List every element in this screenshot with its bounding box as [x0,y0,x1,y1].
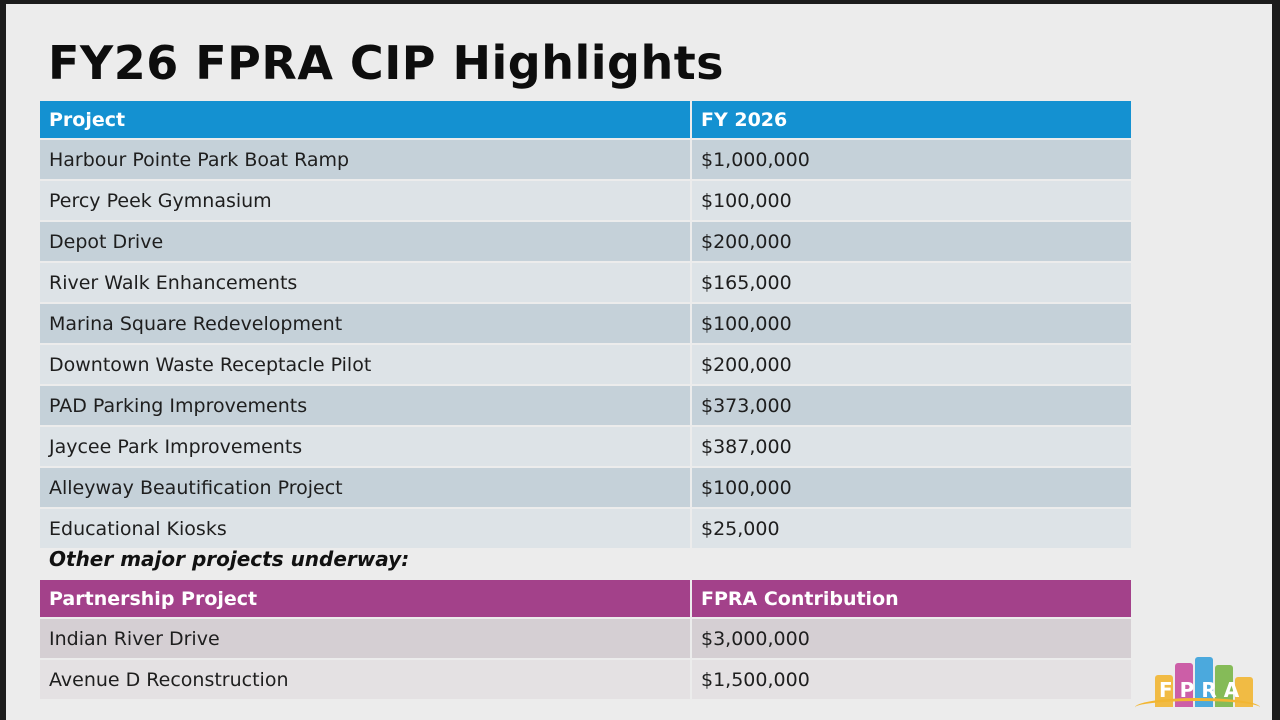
slide-title: FY26 FPRA CIP Highlights [48,36,725,90]
column-header-partnership-project: Partnership Project [40,580,692,619]
project-name-cell: Jaycee Park Improvements [40,426,692,468]
project-name-cell: Depot Drive [40,221,692,263]
partnership-projects-table: Partnership Project FPRA Contribution In… [40,580,1131,701]
project-name-cell: River Walk Enhancements [40,262,692,304]
amount-cell: $1,500,000 [691,659,1131,701]
logo-bar [1195,657,1213,707]
amount-cell: $387,000 [691,426,1131,468]
amount-cell: $165,000 [691,262,1131,304]
table-row: Downtown Waste Receptacle Pilot $200,000 [40,344,1131,386]
table-row: Avenue D Reconstruction $1,500,000 [40,659,1131,701]
table-row: Educational Kiosks $25,000 [40,508,1131,550]
project-name-cell: PAD Parking Improvements [40,385,692,427]
table-row: Alleyway Beautification Project $100,000 [40,467,1131,509]
column-header-fy2026: FY 2026 [691,101,1131,140]
amount-cell: $200,000 [691,344,1131,386]
project-name-cell: Alleyway Beautification Project [40,467,692,509]
other-projects-heading: Other major projects underway: [49,547,410,571]
slide: FY26 FPRA CIP Highlights Project FY 2026… [6,4,1272,720]
project-name-cell: Percy Peek Gymnasium [40,180,692,222]
project-name-cell: Marina Square Redevelopment [40,303,692,345]
table-row: Depot Drive $200,000 [40,221,1131,263]
table-header-row: Project FY 2026 [40,101,1131,140]
table-row: River Walk Enhancements $165,000 [40,262,1131,304]
amount-cell: $100,000 [691,180,1131,222]
amount-cell: $3,000,000 [691,618,1131,660]
project-name-cell: Downtown Waste Receptacle Pilot [40,344,692,386]
table-row: Jaycee Park Improvements $387,000 [40,426,1131,468]
table-row: Percy Peek Gymnasium $100,000 [40,180,1131,222]
table-row: Harbour Pointe Park Boat Ramp $1,000,000 [40,139,1131,181]
logo-bar [1175,663,1193,707]
cip-highlights-table: Project FY 2026 Harbour Pointe Park Boat… [40,101,1131,550]
amount-cell: $100,000 [691,467,1131,509]
project-name-cell: Educational Kiosks [40,508,692,550]
amount-cell: $100,000 [691,303,1131,345]
table-row: PAD Parking Improvements $373,000 [40,385,1131,427]
column-header-fpra-contribution: FPRA Contribution [691,580,1131,619]
fpra-logo: FPRA [1131,649,1266,719]
table-header-row: Partnership Project FPRA Contribution [40,580,1131,619]
project-name-cell: Avenue D Reconstruction [40,659,692,701]
amount-cell: $1,000,000 [691,139,1131,181]
logo-arc [1135,698,1260,717]
project-name-cell: Harbour Pointe Park Boat Ramp [40,139,692,181]
table-row: Indian River Drive $3,000,000 [40,618,1131,660]
amount-cell: $25,000 [691,508,1131,550]
logo-bar [1215,665,1233,707]
column-header-project: Project [40,101,692,140]
project-name-cell: Indian River Drive [40,618,692,660]
amount-cell: $200,000 [691,221,1131,263]
amount-cell: $373,000 [691,385,1131,427]
table-row: Marina Square Redevelopment $100,000 [40,303,1131,345]
